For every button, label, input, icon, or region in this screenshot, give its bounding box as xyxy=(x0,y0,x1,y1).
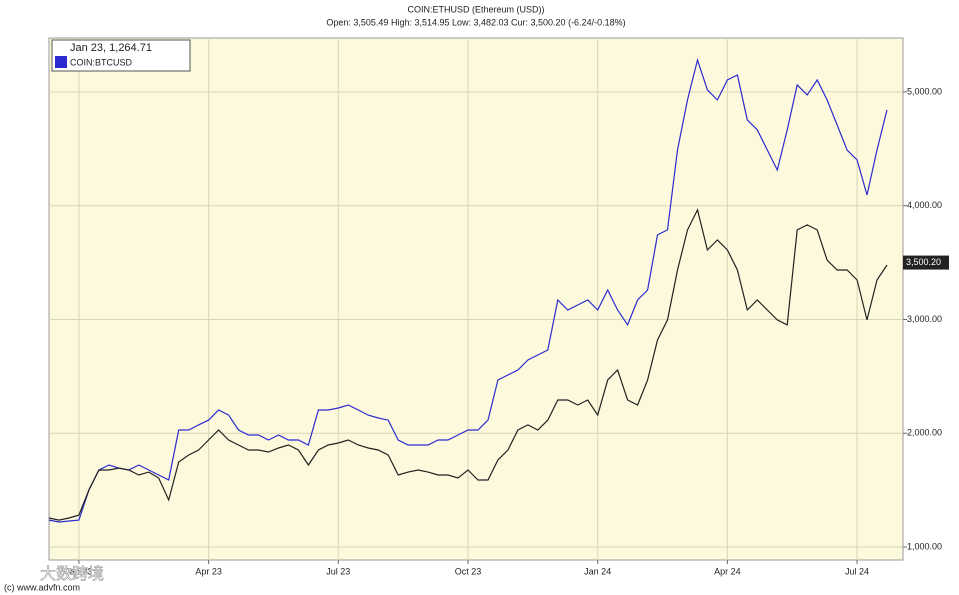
y-tick-label: 4,000.00 xyxy=(907,200,942,210)
x-tick-label: Apr 24 xyxy=(714,566,741,576)
watermark-logo: 大数跨境 xyxy=(40,564,104,583)
x-tick-label: Apr 23 xyxy=(195,566,222,576)
chart-title: COIN:ETHUSD (Ethereum (USD)) xyxy=(407,4,544,14)
series-line xyxy=(48,57,888,523)
x-tick-label: Jan 23 xyxy=(65,566,92,576)
y-tick-label: 3,000.00 xyxy=(907,314,942,324)
series xyxy=(48,57,888,523)
plot-area xyxy=(48,37,904,561)
y-tick-label: 2,000.00 xyxy=(907,428,942,438)
legend-label: COIN:BTCUSD xyxy=(70,57,133,67)
legend-box xyxy=(51,39,191,72)
y-tick-label: 1,000.00 xyxy=(907,541,942,551)
series-line xyxy=(48,208,888,521)
x-tick-label: Jan 24 xyxy=(584,566,611,576)
x-tick-label: Oct 23 xyxy=(455,566,482,576)
last-value-label: 3,500.20 xyxy=(906,257,941,267)
y-tick-label: 5,000.00 xyxy=(907,86,942,96)
legend: COIN:BTCUSD xyxy=(55,56,133,68)
legend-swatch xyxy=(55,56,67,68)
x-tick-label: Jul 24 xyxy=(845,566,869,576)
chart-subtitle: Open: 3,505.49 High: 3,514.95 Low: 3,482… xyxy=(326,17,625,27)
watermark: (c) www.advfn.com xyxy=(4,582,80,592)
grid: 1,000.00 2,000.00 3,000.00 4,000.00 5,000.00… xyxy=(49,38,949,576)
x-tick-label: Jul 23 xyxy=(326,566,350,576)
last-value-box xyxy=(903,255,949,270)
legend-header: Jan 23, 1,264.71 xyxy=(70,42,152,54)
